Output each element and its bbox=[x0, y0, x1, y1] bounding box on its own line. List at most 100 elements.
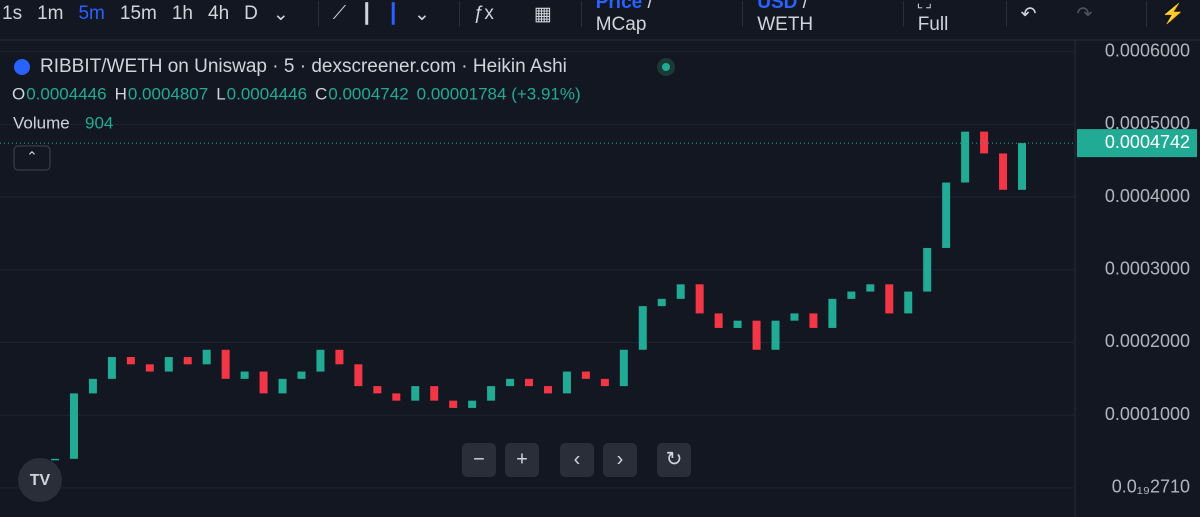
candle bbox=[221, 349, 230, 379]
candle bbox=[676, 284, 685, 299]
candle bbox=[316, 349, 325, 372]
candle bbox=[828, 298, 837, 328]
reset-icon[interactable]: ↻ bbox=[666, 448, 683, 470]
candle bbox=[449, 400, 458, 408]
candle bbox=[183, 357, 192, 365]
layout-icon[interactable]: ▦ bbox=[533, 3, 552, 25]
undo[interactable]: ↶ bbox=[1020, 3, 1037, 25]
mcap[interactable]: MCap bbox=[595, 14, 647, 35]
interval[interactable]: 1h bbox=[171, 3, 193, 24]
interval[interactable]: 1s bbox=[2, 3, 23, 24]
reset[interactable] bbox=[657, 443, 691, 477]
candle bbox=[107, 357, 116, 379]
ohlc-value: 0.0004446 bbox=[227, 84, 307, 103]
ohlc-label: H bbox=[115, 84, 127, 103]
interval[interactable]: 4h bbox=[208, 3, 230, 24]
zoom-in[interactable] bbox=[505, 443, 539, 477]
collapse-button[interactable] bbox=[13, 145, 51, 171]
candle bbox=[771, 320, 780, 350]
candle bbox=[885, 284, 894, 314]
status bbox=[657, 58, 675, 76]
candle bbox=[506, 378, 515, 387]
draw-icon[interactable]: ⟋ bbox=[332, 3, 347, 24]
interval[interactable]: 1m bbox=[37, 3, 64, 24]
candle bbox=[487, 386, 496, 401]
candle bbox=[714, 313, 723, 328]
candle bbox=[999, 153, 1008, 190]
candle bbox=[354, 364, 363, 387]
candle bbox=[88, 378, 97, 394]
interval[interactable]: 15m bbox=[119, 3, 157, 24]
ohlc-label: O bbox=[12, 84, 25, 103]
scroll-left-icon[interactable]: ‹ bbox=[574, 448, 581, 470]
candle bbox=[373, 386, 382, 394]
replay[interactable]: ⚡ bbox=[1161, 4, 1186, 25]
candle bbox=[809, 313, 818, 328]
interval[interactable]: 5m bbox=[78, 3, 105, 24]
intervals: 1s 1m 5m 15m 1h 4h D bbox=[0, 3, 273, 25]
usd[interactable]: USD bbox=[757, 0, 798, 13]
candles: 0.0004742 bbox=[0, 129, 1197, 461]
redo[interactable]: ↷ bbox=[1076, 3, 1093, 25]
candle bbox=[126, 357, 135, 365]
y-tick-label: 0.0006000 bbox=[1105, 40, 1190, 60]
candle bbox=[278, 378, 287, 394]
candle bbox=[733, 320, 742, 328]
price-tag bbox=[1077, 129, 1197, 158]
volume-value: 904 bbox=[85, 113, 113, 132]
candle bbox=[619, 349, 628, 387]
candle bbox=[392, 393, 401, 401]
candle bbox=[69, 393, 78, 459]
ohlc-label: C bbox=[315, 84, 327, 103]
weth[interactable]: WETH bbox=[757, 14, 814, 35]
scroll-left[interactable] bbox=[560, 443, 594, 477]
full[interactable]: ⛶ Full bbox=[917, 0, 949, 35]
chevron[interactable]: ⌄ bbox=[272, 3, 289, 25]
price[interactable]: Price bbox=[595, 0, 643, 13]
ohlc-value: 0.0004807 bbox=[128, 84, 208, 103]
toolbar: 1s 1m 5m 15m 1h 4h D ⌄ ⟋ ┃ ┃ ⌄ ƒx ▦ Price / MCap U… bbox=[0, 0, 1200, 35]
y-tick-label: 0.0004000 bbox=[1105, 186, 1190, 206]
style-icon[interactable]: ┃ bbox=[387, 3, 399, 25]
candle bbox=[847, 291, 856, 299]
grid: 0.0006000 0.0005000 0.0004000 0.0003000 0.00… bbox=[0, 40, 1190, 497]
interval[interactable]: D bbox=[244, 3, 258, 24]
candle bbox=[297, 371, 306, 379]
candle bbox=[259, 371, 268, 394]
zoom-in-icon[interactable]: + bbox=[516, 448, 528, 470]
price-toggle[interactable]: Price / MCap bbox=[596, 0, 714, 36]
candle bbox=[240, 371, 249, 379]
zoom-out-icon[interactable]: − bbox=[473, 448, 485, 470]
candle bbox=[335, 349, 344, 365]
scroll-right[interactable] bbox=[603, 443, 637, 477]
token-icon bbox=[14, 59, 30, 75]
zoom-out[interactable] bbox=[462, 443, 496, 477]
candle bbox=[430, 386, 439, 401]
legend-title: RIBBIT/WETH on Uniswap · 5 · dexscreener… bbox=[40, 56, 567, 77]
chevron[interactable]: ⌄ bbox=[413, 3, 430, 25]
currency-toggle[interactable]: USD / WETH bbox=[757, 0, 874, 36]
candle bbox=[942, 182, 951, 248]
candle bbox=[543, 386, 552, 394]
nav-buttons: − + ‹ › ↻ bbox=[462, 443, 691, 477]
candle bbox=[562, 371, 571, 394]
ohlc-value: 0.0004742 bbox=[328, 84, 408, 103]
candle bbox=[145, 364, 154, 372]
fx-icon[interactable]: ƒx bbox=[473, 3, 494, 24]
candle bbox=[164, 357, 173, 372]
tv-logo bbox=[18, 458, 62, 502]
full-label[interactable]: Full bbox=[917, 14, 949, 35]
candle bbox=[790, 313, 799, 321]
candle bbox=[1018, 143, 1026, 190]
change: 0.00001784 (+3.91%) bbox=[417, 84, 581, 103]
y-tick-label: 0.0005000 bbox=[1105, 113, 1190, 133]
candle-icon[interactable]: ┃ bbox=[361, 3, 373, 25]
candle bbox=[411, 386, 420, 401]
candle bbox=[202, 349, 211, 365]
collapse-icon[interactable]: ⌃ bbox=[26, 149, 38, 165]
candle bbox=[923, 247, 932, 292]
scroll-right-icon[interactable]: › bbox=[617, 448, 624, 470]
candle bbox=[468, 400, 477, 408]
y-tick-label: 0.0₁₉2710 bbox=[1112, 477, 1190, 497]
